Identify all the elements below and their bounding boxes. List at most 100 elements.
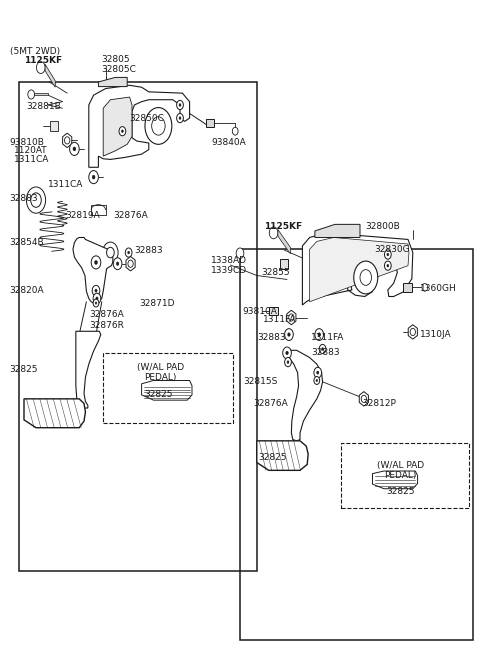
Polygon shape xyxy=(403,283,412,292)
Circle shape xyxy=(314,377,320,384)
Text: 1125KF: 1125KF xyxy=(24,56,62,65)
Polygon shape xyxy=(103,97,132,156)
Polygon shape xyxy=(359,392,369,406)
Circle shape xyxy=(361,395,367,402)
Polygon shape xyxy=(286,350,323,441)
Text: 1311CA: 1311CA xyxy=(14,155,50,164)
Circle shape xyxy=(286,351,288,355)
Circle shape xyxy=(384,261,391,270)
Polygon shape xyxy=(142,380,192,400)
Circle shape xyxy=(410,328,415,335)
Text: 32855: 32855 xyxy=(262,268,290,277)
Circle shape xyxy=(116,262,119,266)
Text: 32825: 32825 xyxy=(386,487,415,497)
Polygon shape xyxy=(76,331,101,408)
Circle shape xyxy=(93,299,99,307)
Text: 1311FA: 1311FA xyxy=(311,333,345,342)
Text: 32883: 32883 xyxy=(257,333,286,342)
Circle shape xyxy=(177,113,183,123)
Circle shape xyxy=(121,130,123,133)
Text: 32825: 32825 xyxy=(258,453,287,462)
Circle shape xyxy=(119,127,126,136)
Polygon shape xyxy=(98,77,127,87)
Text: 93810A: 93810A xyxy=(242,307,277,316)
Text: 32883: 32883 xyxy=(134,246,163,255)
Circle shape xyxy=(283,347,291,359)
Polygon shape xyxy=(287,310,296,325)
Circle shape xyxy=(107,247,114,258)
Text: 1120AT: 1120AT xyxy=(14,146,48,155)
Text: 32820A: 32820A xyxy=(10,286,44,295)
Circle shape xyxy=(92,175,95,179)
Circle shape xyxy=(384,250,391,259)
Polygon shape xyxy=(34,93,48,95)
Text: (W/AL PAD
PEDAL): (W/AL PAD PEDAL) xyxy=(137,363,184,382)
Text: 93840A: 93840A xyxy=(211,138,246,147)
Text: 32876A: 32876A xyxy=(253,399,288,408)
Circle shape xyxy=(96,297,98,300)
Polygon shape xyxy=(62,133,72,148)
Text: 1125KF: 1125KF xyxy=(264,222,302,231)
Circle shape xyxy=(70,142,79,155)
Text: 32825: 32825 xyxy=(144,390,172,400)
Circle shape xyxy=(91,256,101,269)
Circle shape xyxy=(31,193,41,207)
Circle shape xyxy=(289,314,294,321)
Circle shape xyxy=(92,285,100,296)
Circle shape xyxy=(315,329,324,340)
Circle shape xyxy=(95,302,97,304)
Circle shape xyxy=(179,104,181,106)
Circle shape xyxy=(128,260,133,268)
Text: 32876A: 32876A xyxy=(113,211,147,220)
Circle shape xyxy=(236,248,244,258)
Circle shape xyxy=(89,171,98,184)
Text: 32812P: 32812P xyxy=(362,399,396,408)
Circle shape xyxy=(36,62,45,73)
Circle shape xyxy=(354,261,378,294)
Polygon shape xyxy=(126,256,135,271)
Text: 32805
32805C: 32805 32805C xyxy=(101,54,136,74)
Text: 32815S: 32815S xyxy=(243,377,277,386)
Text: 32876A
32876R: 32876A 32876R xyxy=(89,310,124,330)
Circle shape xyxy=(28,90,35,99)
Text: 93810B: 93810B xyxy=(10,138,45,147)
Circle shape xyxy=(314,367,322,378)
Circle shape xyxy=(285,329,293,340)
Text: 1360GH: 1360GH xyxy=(420,284,457,293)
Polygon shape xyxy=(408,325,418,339)
Text: 32830G: 32830G xyxy=(374,245,410,254)
Circle shape xyxy=(177,100,183,110)
Circle shape xyxy=(145,108,172,144)
Circle shape xyxy=(316,379,318,382)
Polygon shape xyxy=(278,230,290,254)
Polygon shape xyxy=(315,224,360,237)
Text: (5MT 2WD): (5MT 2WD) xyxy=(10,47,60,56)
Polygon shape xyxy=(269,307,278,315)
Text: 32819A: 32819A xyxy=(65,211,99,220)
Polygon shape xyxy=(372,471,418,489)
Circle shape xyxy=(360,270,372,285)
Circle shape xyxy=(387,253,389,256)
Circle shape xyxy=(64,137,70,144)
Text: 1311FA: 1311FA xyxy=(263,315,297,324)
Circle shape xyxy=(322,348,324,350)
Circle shape xyxy=(73,147,76,151)
Polygon shape xyxy=(89,85,190,167)
Circle shape xyxy=(125,248,132,257)
Circle shape xyxy=(422,283,428,291)
Polygon shape xyxy=(280,259,288,269)
Text: 1311CA: 1311CA xyxy=(48,180,84,190)
Circle shape xyxy=(93,293,101,304)
Text: 1338AD
1339CD: 1338AD 1339CD xyxy=(211,256,247,276)
Text: 32854B: 32854B xyxy=(10,238,44,247)
Polygon shape xyxy=(24,399,85,428)
Polygon shape xyxy=(206,119,214,127)
Text: 1310JA: 1310JA xyxy=(420,330,452,339)
Text: 32883: 32883 xyxy=(311,348,340,358)
Text: 32871D: 32871D xyxy=(139,298,175,308)
Text: 32825: 32825 xyxy=(10,365,38,374)
Text: 32800B: 32800B xyxy=(365,222,399,231)
Circle shape xyxy=(387,264,389,267)
Circle shape xyxy=(285,358,291,367)
Polygon shape xyxy=(302,233,413,305)
